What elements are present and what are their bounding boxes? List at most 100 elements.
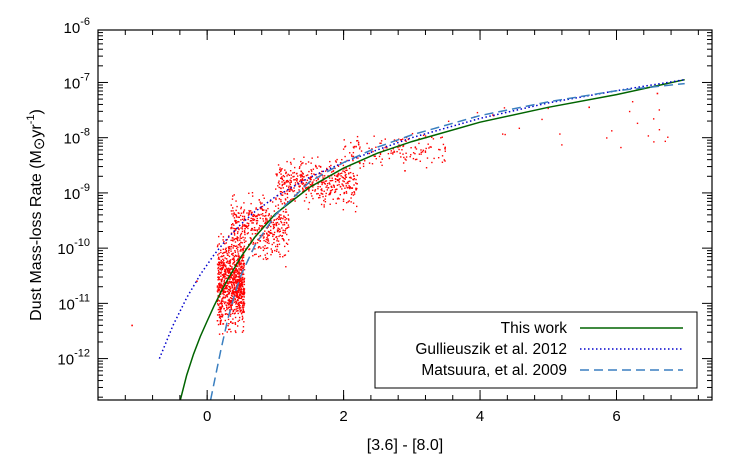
scatter-point — [396, 150, 398, 153]
scatter-point — [222, 275, 225, 278]
scatter-point — [234, 269, 237, 272]
scatter-point — [231, 286, 233, 288]
scatter-point — [232, 210, 234, 212]
scatter-point — [342, 170, 344, 172]
scatter-point — [233, 238, 235, 241]
scatter-point — [217, 279, 219, 281]
scatter-point — [270, 225, 272, 228]
scatter-point — [243, 296, 245, 298]
scatter-point — [278, 223, 280, 225]
scatter-point — [285, 172, 287, 175]
scatter-point — [310, 184, 312, 186]
scatter-point — [236, 269, 238, 272]
scatter-point — [233, 231, 235, 234]
scatter-point — [343, 180, 345, 183]
scatter-point — [231, 243, 233, 246]
scatter-point — [272, 235, 274, 238]
scatter-point — [343, 170, 346, 173]
scatter-point — [196, 280, 198, 283]
scatter-point — [257, 255, 260, 258]
scatter-point — [338, 198, 340, 200]
scatter-point — [229, 261, 231, 263]
scatter-point — [606, 137, 608, 139]
scatter-point — [281, 184, 283, 187]
scatter-point — [216, 314, 219, 316]
scatter-point — [380, 142, 382, 144]
scatter-point — [422, 151, 424, 153]
scatter-point — [229, 272, 232, 274]
scatter-point — [283, 221, 285, 224]
scatter-point — [364, 160, 366, 162]
scatter-point — [334, 189, 337, 191]
scatter-point — [350, 141, 352, 144]
scatter-point — [240, 212, 243, 214]
scatter-point — [226, 238, 228, 241]
scatter-point — [285, 208, 287, 211]
scatter-point — [314, 190, 316, 192]
scatter-point — [217, 256, 220, 259]
scatter-point — [234, 241, 237, 243]
scatter-point — [233, 217, 236, 219]
scatter-point — [260, 207, 263, 210]
scatter-point — [347, 180, 350, 183]
scatter-point — [222, 252, 224, 255]
scatter-point — [432, 138, 435, 140]
scatter-point — [329, 193, 331, 196]
scatter-point — [350, 187, 353, 189]
scatter-point — [337, 175, 339, 178]
scatter-point — [234, 263, 236, 266]
scatter-point — [220, 315, 222, 318]
scatter-point — [285, 218, 288, 220]
scatter-point — [243, 268, 246, 271]
scatter-point — [403, 156, 405, 159]
scatter-point — [399, 145, 401, 148]
scatter-point — [631, 101, 634, 103]
scatter-point — [420, 151, 422, 154]
scatter-point — [340, 175, 342, 177]
scatter-point — [251, 222, 253, 224]
scatter-point — [218, 306, 221, 308]
scatter-point — [221, 303, 223, 305]
scatter-point — [233, 284, 236, 286]
scatter-point — [258, 245, 260, 248]
scatter-point — [233, 259, 235, 261]
scatter-point — [236, 205, 238, 208]
scatter-point — [220, 283, 223, 285]
scatter-point — [324, 183, 327, 185]
scatter-point — [233, 275, 236, 277]
scatter-point — [252, 217, 254, 220]
scatter-point — [217, 291, 219, 293]
scatter-point — [262, 234, 264, 237]
scatter-point — [248, 248, 250, 251]
scatter-point — [280, 217, 283, 219]
scatter-point — [284, 211, 287, 213]
x-tick-label: 4 — [476, 408, 484, 425]
scatter-point — [273, 238, 275, 241]
scatter-point — [294, 184, 297, 186]
scatter-point — [232, 215, 234, 217]
scatter-point — [254, 242, 257, 244]
scatter-point — [279, 255, 281, 258]
scatter-point — [216, 245, 219, 248]
scatter-point — [258, 227, 260, 229]
scatter-point — [307, 186, 310, 188]
scatter-point — [492, 114, 494, 116]
scatter-point — [237, 220, 239, 223]
scatter-point — [335, 175, 338, 177]
scatter-point — [285, 181, 287, 184]
scatter-point — [252, 241, 255, 244]
scatter-point — [324, 201, 327, 203]
scatter-point — [279, 217, 281, 219]
scatter-point — [232, 227, 234, 230]
scatter-point — [427, 143, 429, 145]
scatter-point — [284, 254, 287, 256]
scatter-point — [292, 190, 294, 193]
scatter-point — [398, 148, 400, 151]
scatter-point — [355, 178, 357, 181]
scatter-point — [301, 175, 303, 178]
scatter-point — [217, 299, 219, 301]
scatter-point — [344, 176, 347, 178]
scatter-point — [243, 209, 246, 211]
scatter-point — [243, 224, 246, 226]
scatter-point — [342, 180, 344, 182]
